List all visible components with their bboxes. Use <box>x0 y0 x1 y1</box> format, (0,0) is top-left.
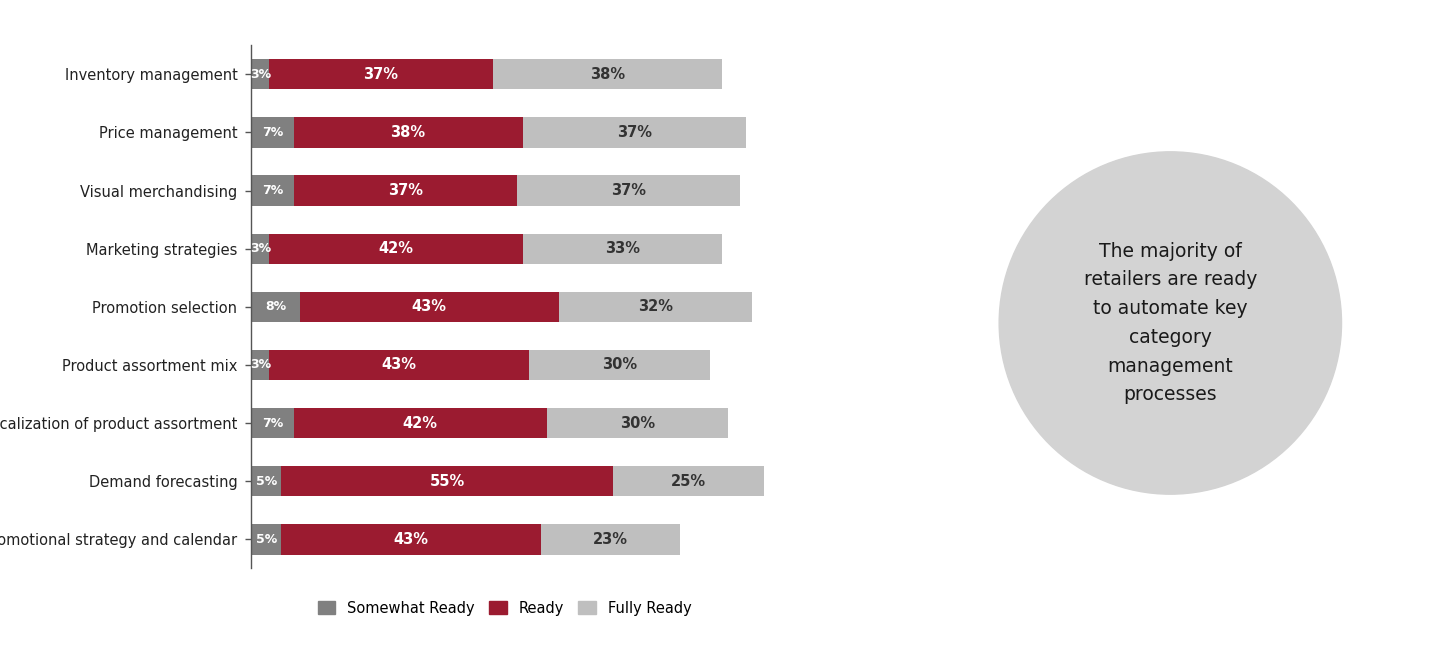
Text: 37%: 37% <box>388 183 422 198</box>
Text: 7%: 7% <box>261 126 283 139</box>
Bar <box>270 234 523 264</box>
Bar <box>293 408 547 438</box>
Text: 37%: 37% <box>363 67 398 82</box>
Bar <box>251 176 293 205</box>
Bar <box>547 408 728 438</box>
Text: 25%: 25% <box>671 474 707 489</box>
Text: 30%: 30% <box>620 415 655 431</box>
Text: 38%: 38% <box>590 67 625 82</box>
Bar <box>251 292 300 322</box>
Bar <box>493 59 722 89</box>
Text: 8%: 8% <box>264 300 286 313</box>
Bar <box>281 525 541 554</box>
Text: 43%: 43% <box>412 299 447 315</box>
Text: 43%: 43% <box>393 532 428 547</box>
Text: The majority of
retailers are ready
to automate key
category
management
processe: The majority of retailers are ready to a… <box>1084 242 1256 404</box>
Bar <box>541 525 679 554</box>
Text: 32%: 32% <box>638 299 673 315</box>
Bar <box>270 59 493 89</box>
Text: 38%: 38% <box>391 125 425 140</box>
Text: 55%: 55% <box>429 474 465 489</box>
Bar <box>251 118 293 147</box>
Bar <box>251 408 293 438</box>
Text: 30%: 30% <box>602 357 636 373</box>
Text: 7%: 7% <box>261 417 283 430</box>
Text: 42%: 42% <box>379 241 414 256</box>
Text: 3%: 3% <box>250 359 271 371</box>
Bar <box>293 176 517 205</box>
Bar <box>270 350 528 380</box>
Bar <box>251 350 270 380</box>
Text: 3%: 3% <box>250 68 271 81</box>
Bar <box>251 59 270 89</box>
Legend: Somewhat Ready, Ready, Fully Ready: Somewhat Ready, Ready, Fully Ready <box>312 595 696 621</box>
Bar <box>523 234 722 264</box>
Text: 43%: 43% <box>382 357 416 373</box>
Bar <box>523 118 745 147</box>
Text: 37%: 37% <box>617 125 652 140</box>
Text: 42%: 42% <box>402 415 438 431</box>
Text: 33%: 33% <box>605 241 639 256</box>
Bar <box>559 292 752 322</box>
Bar <box>528 350 709 380</box>
Bar <box>293 118 523 147</box>
Bar <box>251 234 270 264</box>
Text: 3%: 3% <box>250 242 271 255</box>
Bar <box>300 292 559 322</box>
Text: 37%: 37% <box>610 183 646 198</box>
Text: 7%: 7% <box>261 184 283 197</box>
Bar <box>281 466 613 496</box>
Bar <box>251 466 281 496</box>
Text: 23%: 23% <box>593 532 628 547</box>
Bar <box>251 525 281 554</box>
Text: 5%: 5% <box>256 533 277 546</box>
Text: 5%: 5% <box>256 475 277 488</box>
Bar <box>613 466 764 496</box>
Bar <box>517 176 740 205</box>
